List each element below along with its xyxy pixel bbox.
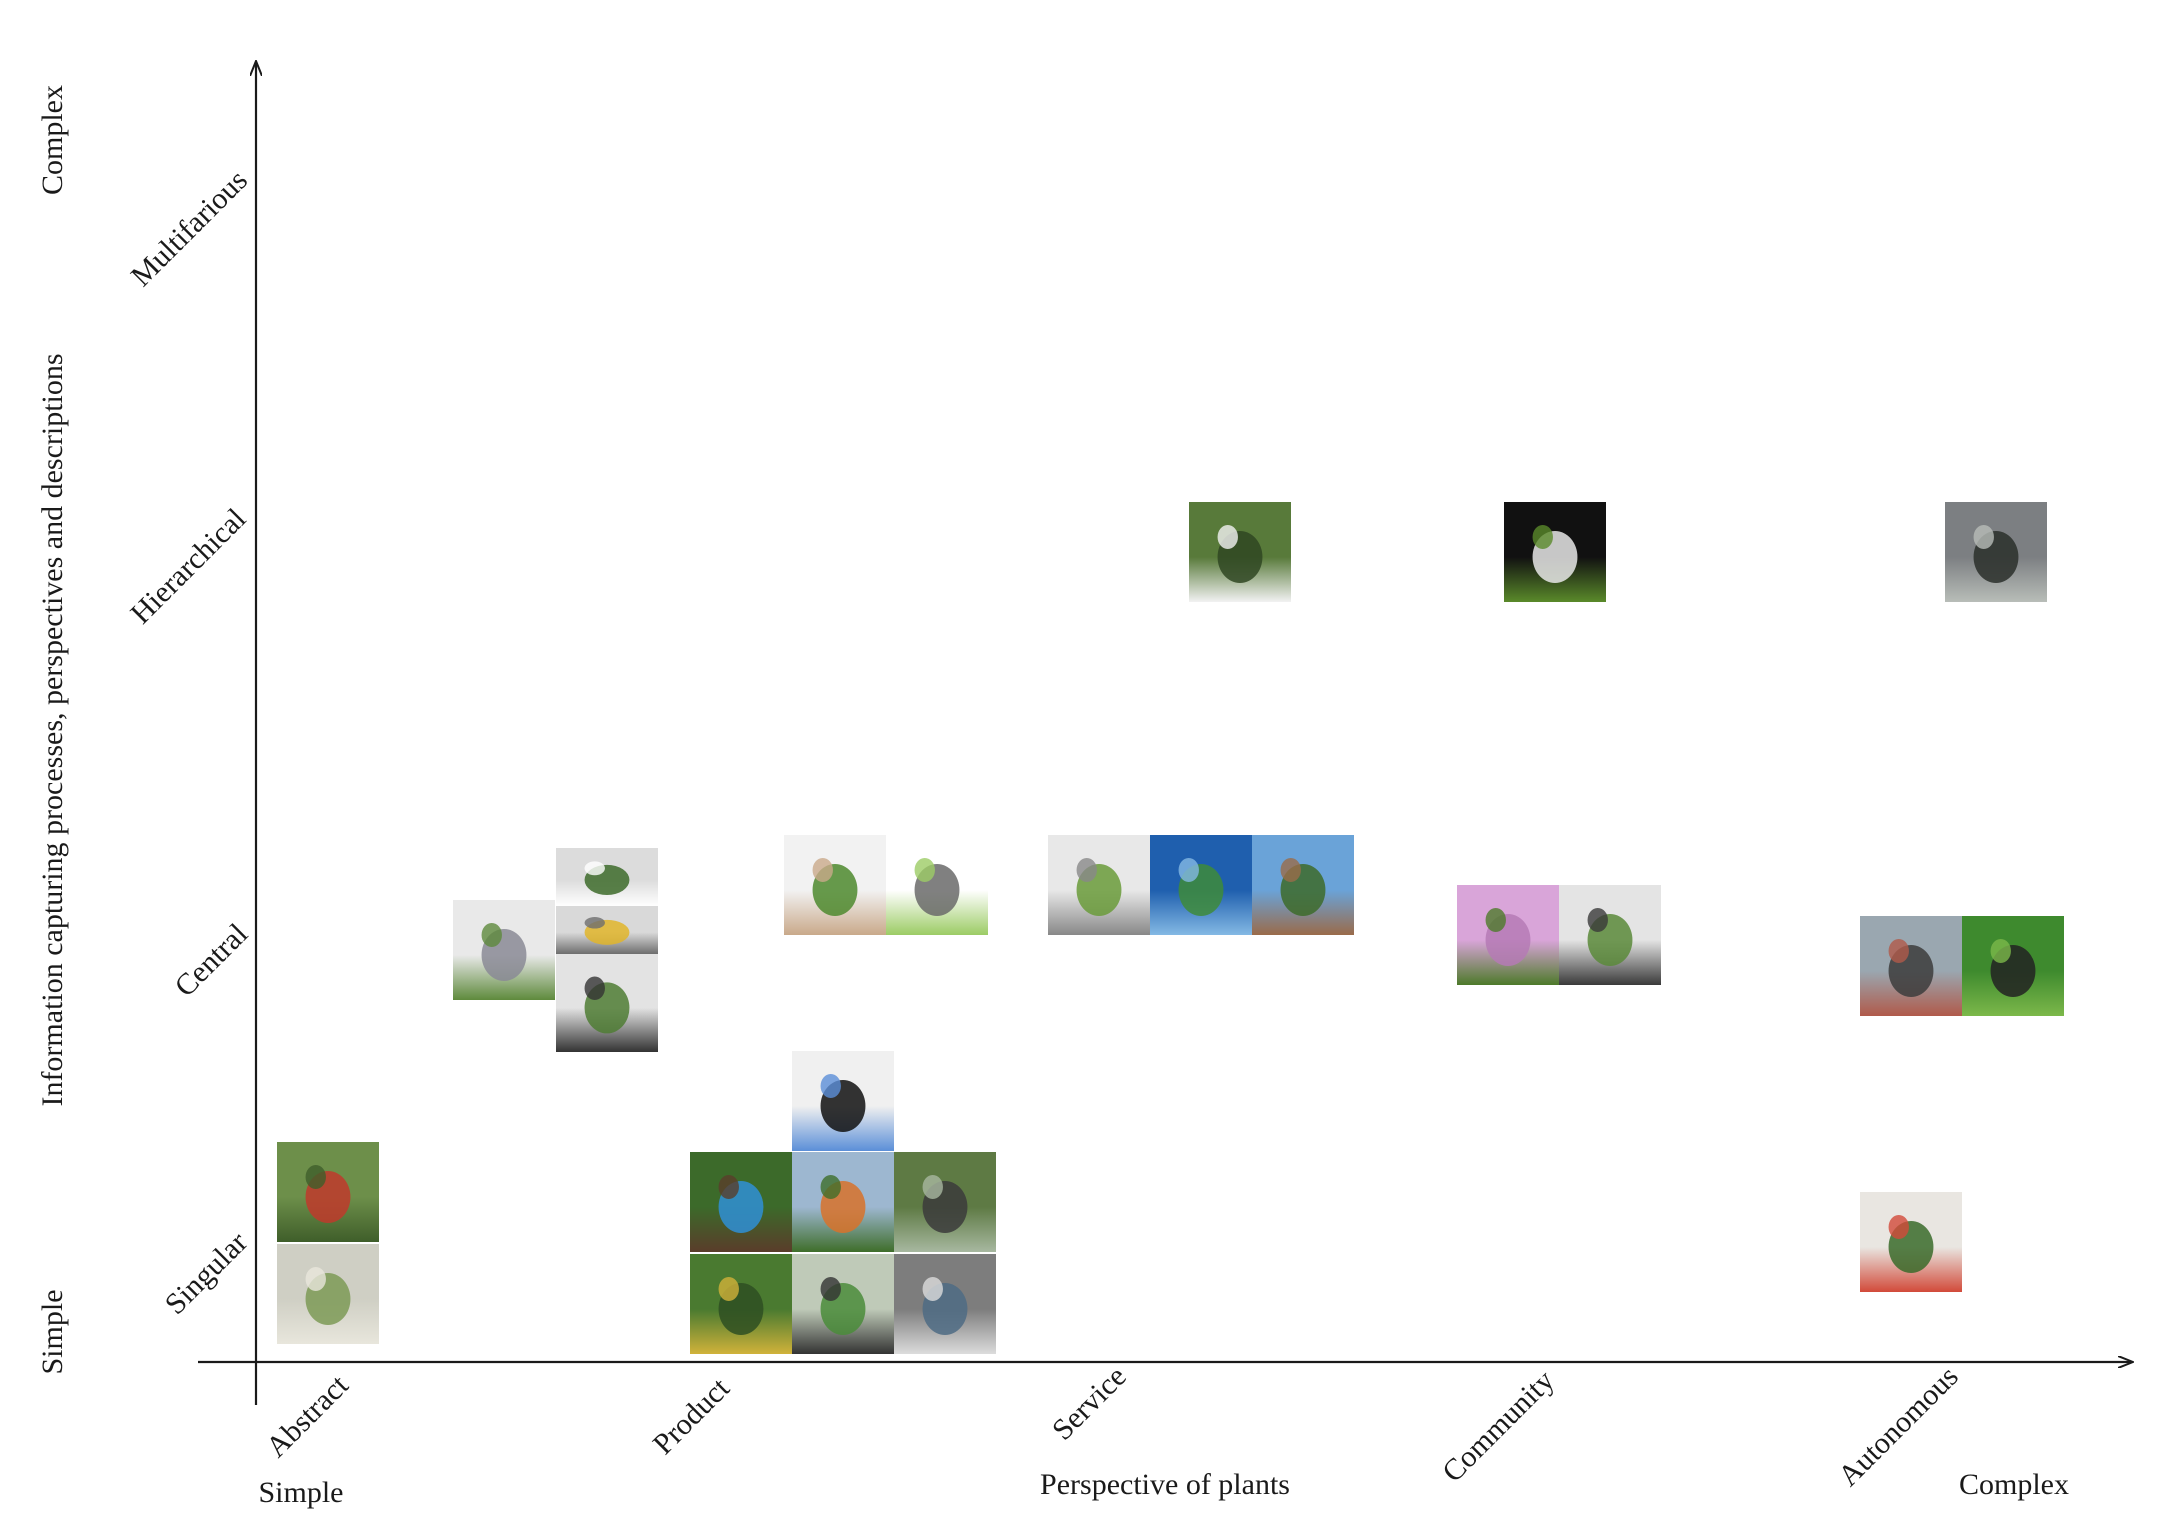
- thumbnail-system-sketch: [886, 835, 988, 935]
- y-level-hierarchical: Hierarchical: [124, 502, 252, 630]
- thumbnail-orchid-display: [792, 1051, 894, 1151]
- thumbnail-images: [277, 502, 2064, 1354]
- thumbnail-plant-laptop-setup: [556, 954, 658, 1052]
- x-level-product: Product: [647, 1371, 737, 1461]
- thumbnail-person-hugging-tree: [277, 1142, 379, 1242]
- thumbnail-plant-tablet-card: [1559, 885, 1661, 985]
- x-axis-end-low: Simple: [258, 1476, 343, 1509]
- thumbnail-plant-in-glass-hand: [784, 835, 886, 935]
- y-axis-end-high: Complex: [36, 85, 69, 195]
- thumbnail-greenhouse-arm: [792, 1254, 894, 1354]
- thumbnail-canopy-structure: [1150, 835, 1252, 935]
- thumbnail-robot-arm-plant-tray: [1504, 502, 1606, 602]
- thumbnail-green-building-facade: [277, 1244, 379, 1344]
- thumbnail-rover-on-rocks: [1945, 502, 2047, 602]
- thumbnail-blue-sensor-device: [690, 1152, 792, 1252]
- thumbnail-soil-probe-pole: [690, 1254, 792, 1354]
- thumbnail-lab-rover: [894, 1254, 996, 1354]
- thumbnail-sensor-in-forest: [1189, 502, 1291, 602]
- x-level-autonomous: Autonomous: [1832, 1360, 1965, 1493]
- x-level-community: Community: [1436, 1364, 1561, 1489]
- y-axis-title: Information capturing processes, perspec…: [36, 353, 69, 1106]
- thumbnail-vertical-forest-tower: [1252, 835, 1354, 935]
- x-level-abstract: Abstract: [260, 1368, 356, 1464]
- y-axis-end-low: Simple: [36, 1289, 69, 1374]
- thumbnail-plant-wall-pockets: [1048, 835, 1150, 935]
- thumbnail-plant-pink-light: [1457, 885, 1559, 985]
- y-level-central: Central: [168, 917, 254, 1003]
- thumbnail-sphere-on-street: [1860, 916, 1962, 1016]
- x-level-service: Service: [1046, 1360, 1133, 1447]
- x-axis-title: Perspective of plants: [1040, 1468, 1290, 1501]
- thumbnail-field-robot-orange: [792, 1152, 894, 1252]
- thumbnail-potted-leaf-plant: [556, 848, 658, 906]
- y-level-multifarious: Multifarious: [125, 164, 254, 293]
- y-level-singular: Singular: [159, 1226, 254, 1321]
- thumbnail-desk-plant-robot: [453, 900, 555, 1000]
- thumbnail-potted-flower-plant: [1860, 1192, 1962, 1292]
- thumbnail-sphere-robot-grass: [1962, 916, 2064, 1016]
- thumbnail-sunflower-screen: [556, 906, 658, 954]
- thumbnail-raised-bed-arm: [894, 1152, 996, 1252]
- x-axis-end-high: Complex: [1959, 1468, 2069, 1501]
